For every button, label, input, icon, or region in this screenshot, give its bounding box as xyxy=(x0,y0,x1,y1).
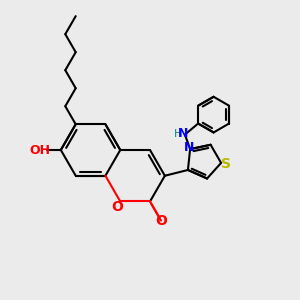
Text: O: O xyxy=(155,214,167,228)
Text: O: O xyxy=(111,200,123,214)
Text: H: H xyxy=(174,129,182,139)
Text: OH: OH xyxy=(29,143,50,157)
Text: S: S xyxy=(221,157,231,171)
Text: N: N xyxy=(184,141,194,154)
Text: N: N xyxy=(178,127,188,140)
